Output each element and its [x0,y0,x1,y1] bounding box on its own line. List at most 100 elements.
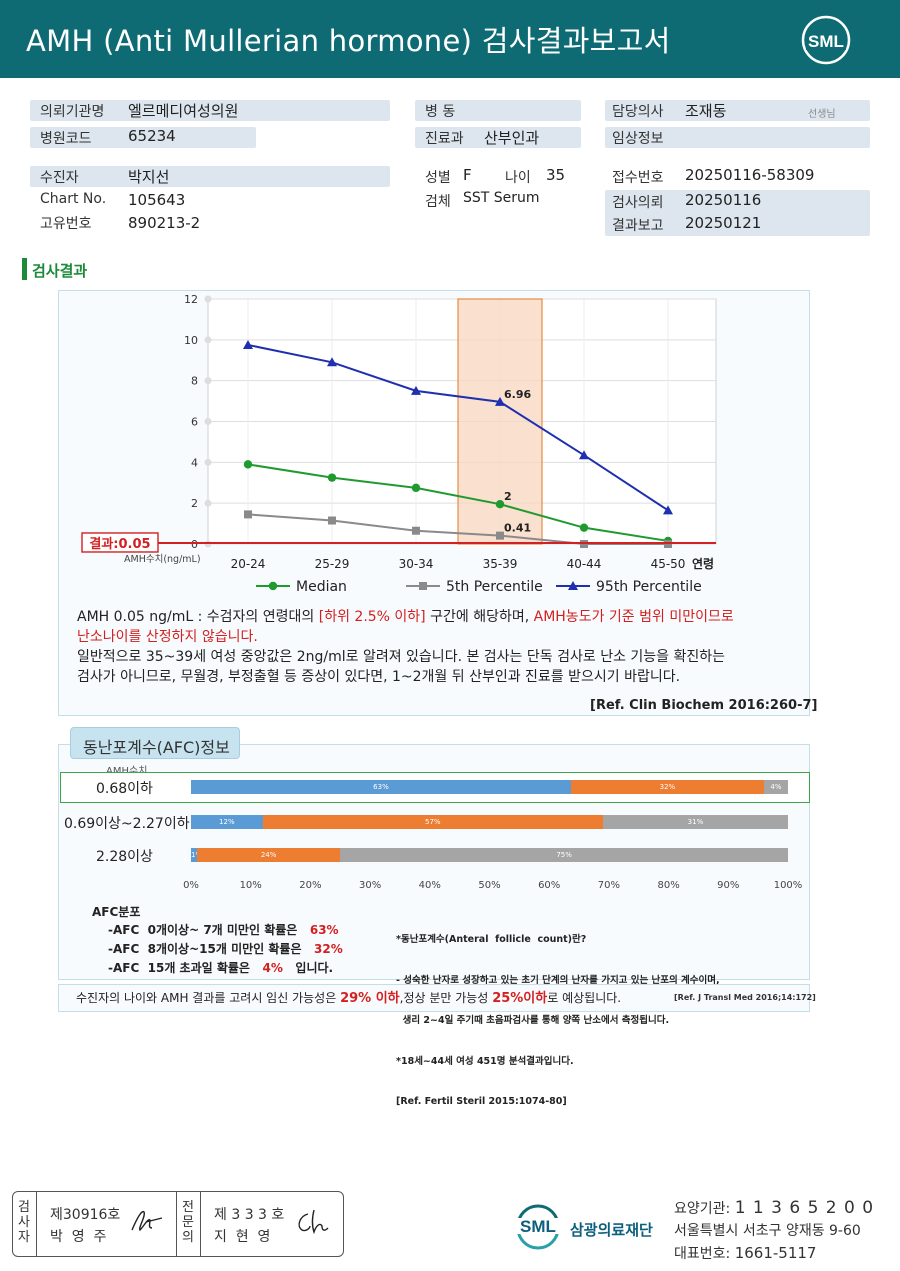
y-tick-dot [204,336,212,344]
afc-bar-segment: 24% [196,848,341,862]
signature-scribble2-icon [298,1209,329,1235]
signature-scribble1-icon [131,1210,163,1231]
signature-role-char: 검 [18,1200,30,1215]
afc-bar-segment: 63% [191,780,571,794]
afc-dist-row: -AFC 15개 초과일 확률은 4% 입니다. [108,961,334,975]
afc-bar-segment: 12% [191,815,263,829]
y-tick-label: 12 [184,293,198,306]
ward-row [415,100,581,121]
request-label: 검사의뢰 [612,195,664,211]
data-point [412,526,420,535]
dept-value: 산부인과 [484,129,540,147]
patient-value: 박지선 [128,168,170,186]
afc-dist-title: AFC분포 [92,905,141,919]
data-point [496,531,504,540]
patient-row [30,166,390,187]
legend-marker [419,582,427,590]
receipt-value: 20250116-58309 [685,166,815,184]
afc-dist-row: -AFC 0개이상~ 7개 미만인 확률은 63% [108,923,339,937]
signature-box [12,1191,344,1257]
afc-row-label: 2.28이상 [96,849,153,865]
data-point [580,540,588,548]
x-tick-label: 35-39 [483,557,518,571]
chart-no-value: 105643 [128,191,186,209]
code-value: 65234 [128,127,176,145]
data-point [243,339,253,349]
sml-logo-icon: SML [801,15,851,65]
signature-name2: 지 현 영 [214,1229,271,1245]
sex-label: 성별 [425,170,451,186]
signature-no2: 제 3 3 3 호 [214,1207,285,1223]
doctor-value: 조재동 [685,102,727,120]
series-line [247,343,669,512]
ward-label: 병 동 [425,104,456,120]
signature-name1: 박 영 주 [50,1229,107,1245]
preg-a: 수진자의 나이와 AMH 결과를 고려시 임신 가능성은 [76,991,337,1005]
afc-axis: 0% 10% 20% 30% 40% 50% 60% 70% 80% 90% 100% [58,880,810,896]
afc-dist-row: -AFC 8개이상~15개 미만인 확률은 32% [108,942,343,956]
y-tick-dot [204,458,212,466]
legend-label: Median [296,579,347,595]
sml-logo-text: SML [808,32,844,51]
data-label: 6.96 [504,388,531,401]
interp-1c: 구간에 해당하며, [425,609,534,625]
afc-axis-tick: 10% [239,880,262,891]
interp-1d: AMH농도가 기준 범위 미만이므로 [533,609,734,625]
age-label: 나이 [505,170,531,186]
afc-col-label: AMH수치 [106,762,147,777]
afc-note1: *동난포계수(Anteral follicle count)란? [396,934,587,945]
afc-note5: [Ref. Fertil Steril 2015:1074-80] [396,1096,567,1107]
report-label: 결과보고 [612,218,664,234]
interpretation-ref: [Ref. Clin Biochem 2016:260-7] [590,698,818,713]
data-point [579,523,589,532]
id-label: 고유번호 [40,216,92,232]
interpretation-line3: 일반적으로 35~39세 여성 중앙값은 2ng/ml로 알려져 있습니다. 본… [77,649,726,665]
signature-role-char: 사 [18,1215,30,1230]
report-value: 20250121 [685,214,762,232]
footer-foundation: 삼광의료재단 [570,1221,653,1239]
y-tick-dot [204,295,212,303]
interpretation-line1: AMH 0.05 ng/mL : 수검자의 연령대의 [하위 2.5% 이하] … [77,607,734,627]
data-point [663,505,673,515]
section-title: 검사결과 [32,262,88,280]
afc-axis-tick: 0% [183,880,199,891]
y-tick-label: 4 [191,456,198,469]
institution-label: 의뢰기관명 [40,104,105,120]
afc-bar-segment: 57% [262,815,603,829]
result-label: 결과:0.05 [89,536,150,552]
data-label: 2 [504,490,512,503]
pregnancy-ref: [Ref. J Transl Med 2016;14:172] [674,993,816,1002]
interpretation-line2: 난소나이를 산정하지 않습니다. [77,629,258,645]
dates-row [605,190,870,236]
afc-axis-tick: 20% [299,880,322,891]
y-axis-label: AMH수치(ng/mL) [124,553,201,565]
signature-no1: 제30916호 [50,1207,121,1223]
afc-dist-list: -AFC 0개이상~ 7개 미만인 확률은 63% -AFC 8개이상~15개 미… [108,921,343,978]
specimen-label: 검체 [425,194,451,210]
signature-role-char: 의 [182,1230,194,1245]
amh-line-chart: 0 2 4 6 8 10 12 20-24 25-29 30-34 35-39 40-44 45-50 6… [81,293,717,595]
preg-b: 29% 이하 [340,991,400,1006]
afc-axis-tick: 60% [538,880,561,891]
data-point [327,473,337,482]
y-tick-dot [204,499,212,507]
afc-axis-tick: 100% [773,880,803,891]
report-header [0,0,900,78]
y-tick-label: 10 [184,334,198,347]
preg-c: ,정상 분만 가능성 [399,991,489,1005]
afc-note2: - 성숙한 난자로 성장하고 있는 초기 단계의 난자를 가지고 있는 난포의 … [396,974,720,986]
afc-axis-tick: 40% [418,880,441,891]
x-tick-label: 30-34 [399,557,434,571]
report-title: AMH (Anti Mullerian hormone) 검사결과보고서 [26,24,671,58]
afc-tab-title: 동난포계수(AFC)정보 [70,727,240,759]
pregnancy-line: 수진자의 나이와 AMH 결과를 고려시 임신 가능성은 29% 이하,정상 분… [76,988,621,1009]
age-value: 35 [546,166,566,184]
y-tick-dot [204,377,212,385]
y-tick-dot [204,540,212,548]
afc-axis-tick: 50% [478,880,501,891]
afc-bar-chart: 0.68이하 63% 32% 4% 0.69이상~2.27이하 12% 57% 31% 2.28… [58,772,810,892]
afc-bar-segment: 31% [602,815,788,829]
y-tick-dot [204,418,212,425]
clinical-label: 임상정보 [612,131,664,147]
